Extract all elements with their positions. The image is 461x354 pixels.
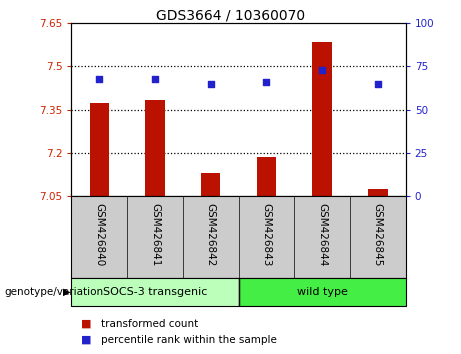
Point	[263, 79, 270, 85]
Point	[374, 81, 382, 87]
Bar	[257, 158, 276, 196]
Text: GSM426842: GSM426842	[206, 203, 216, 266]
Point	[319, 67, 326, 73]
Text: ▶: ▶	[63, 287, 71, 297]
Point	[95, 76, 103, 81]
Text: transformed count: transformed count	[101, 319, 199, 329]
Bar	[313, 42, 332, 196]
Text: genotype/variation: genotype/variation	[5, 287, 104, 297]
Bar	[201, 173, 220, 196]
Text: GSM426844: GSM426844	[317, 203, 327, 266]
Bar	[238, 278, 406, 306]
Bar	[89, 103, 109, 196]
Point	[151, 76, 159, 81]
Text: ■: ■	[81, 335, 91, 345]
Text: GSM426841: GSM426841	[150, 203, 160, 266]
Text: GDS3664 / 10360070: GDS3664 / 10360070	[156, 9, 305, 23]
Text: percentile rank within the sample: percentile rank within the sample	[101, 335, 278, 345]
Text: SOCS-3 transgenic: SOCS-3 transgenic	[103, 287, 207, 297]
Text: GSM426845: GSM426845	[373, 203, 383, 266]
Text: ■: ■	[81, 319, 91, 329]
Text: wild type: wild type	[297, 287, 348, 297]
Text: GSM426840: GSM426840	[95, 203, 104, 266]
Bar	[368, 189, 388, 196]
Point	[207, 81, 214, 87]
Bar	[71, 278, 239, 306]
Text: GSM426843: GSM426843	[261, 203, 272, 266]
Bar	[145, 99, 165, 196]
